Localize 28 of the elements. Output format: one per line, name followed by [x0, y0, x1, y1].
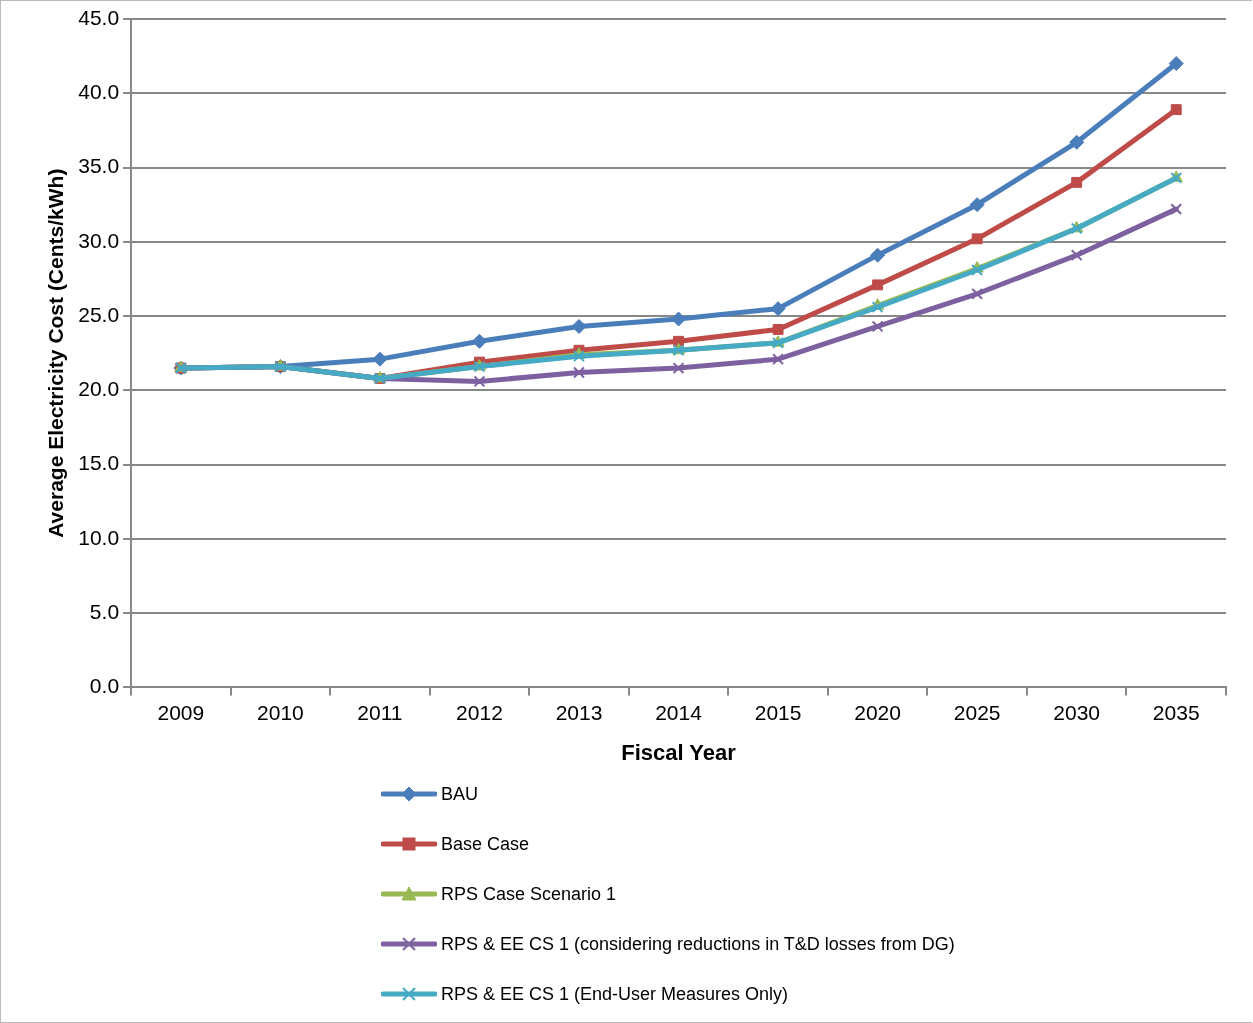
x-tick-label: 2011	[357, 700, 403, 724]
y-tick-label: 30.0	[78, 228, 120, 252]
x-tick-label: 2025	[953, 700, 1001, 724]
x-tick-label: 2035	[1152, 700, 1200, 724]
y-tick-label: 10.0	[78, 525, 120, 549]
y-tick-label: 35.0	[78, 154, 120, 178]
y-tick-label: 20.0	[78, 377, 120, 401]
y-tick-label: 15.0	[78, 451, 120, 475]
x-tick-label: 2030	[1053, 700, 1101, 724]
x-axis-title: Fiscal Year	[621, 739, 737, 765]
y-tick-label: 45.0	[78, 5, 120, 29]
x-tick-label: 2020	[854, 700, 901, 724]
y-tick-label: 5.0	[89, 599, 120, 623]
legend-label: RPS Case Scenario 1	[441, 883, 617, 905]
x-tick-label: 2013	[555, 700, 603, 724]
x-tick-label: 2015	[754, 700, 802, 724]
legend-label: RPS & EE CS 1 (considering reductions in T&D losses from DG)	[441, 933, 955, 955]
y-tick-label: 40.0	[78, 80, 120, 104]
x-tick-label: 2012	[456, 700, 503, 724]
x-tick-label: 2010	[257, 700, 304, 724]
x-tick-label: 2014	[655, 700, 703, 724]
y-axis-title: Average Electricity Cost (Cents/kWh)	[44, 168, 68, 538]
y-tick-label: 0.0	[89, 674, 120, 698]
legend-label: RPS & EE CS 1 (End-User Measures Only)	[441, 983, 789, 1005]
legend-label: Base Case	[441, 833, 530, 855]
y-tick-label: 25.0	[78, 302, 120, 326]
x-tick-label: 2009	[157, 700, 205, 724]
legend-label: BAU	[441, 783, 479, 805]
